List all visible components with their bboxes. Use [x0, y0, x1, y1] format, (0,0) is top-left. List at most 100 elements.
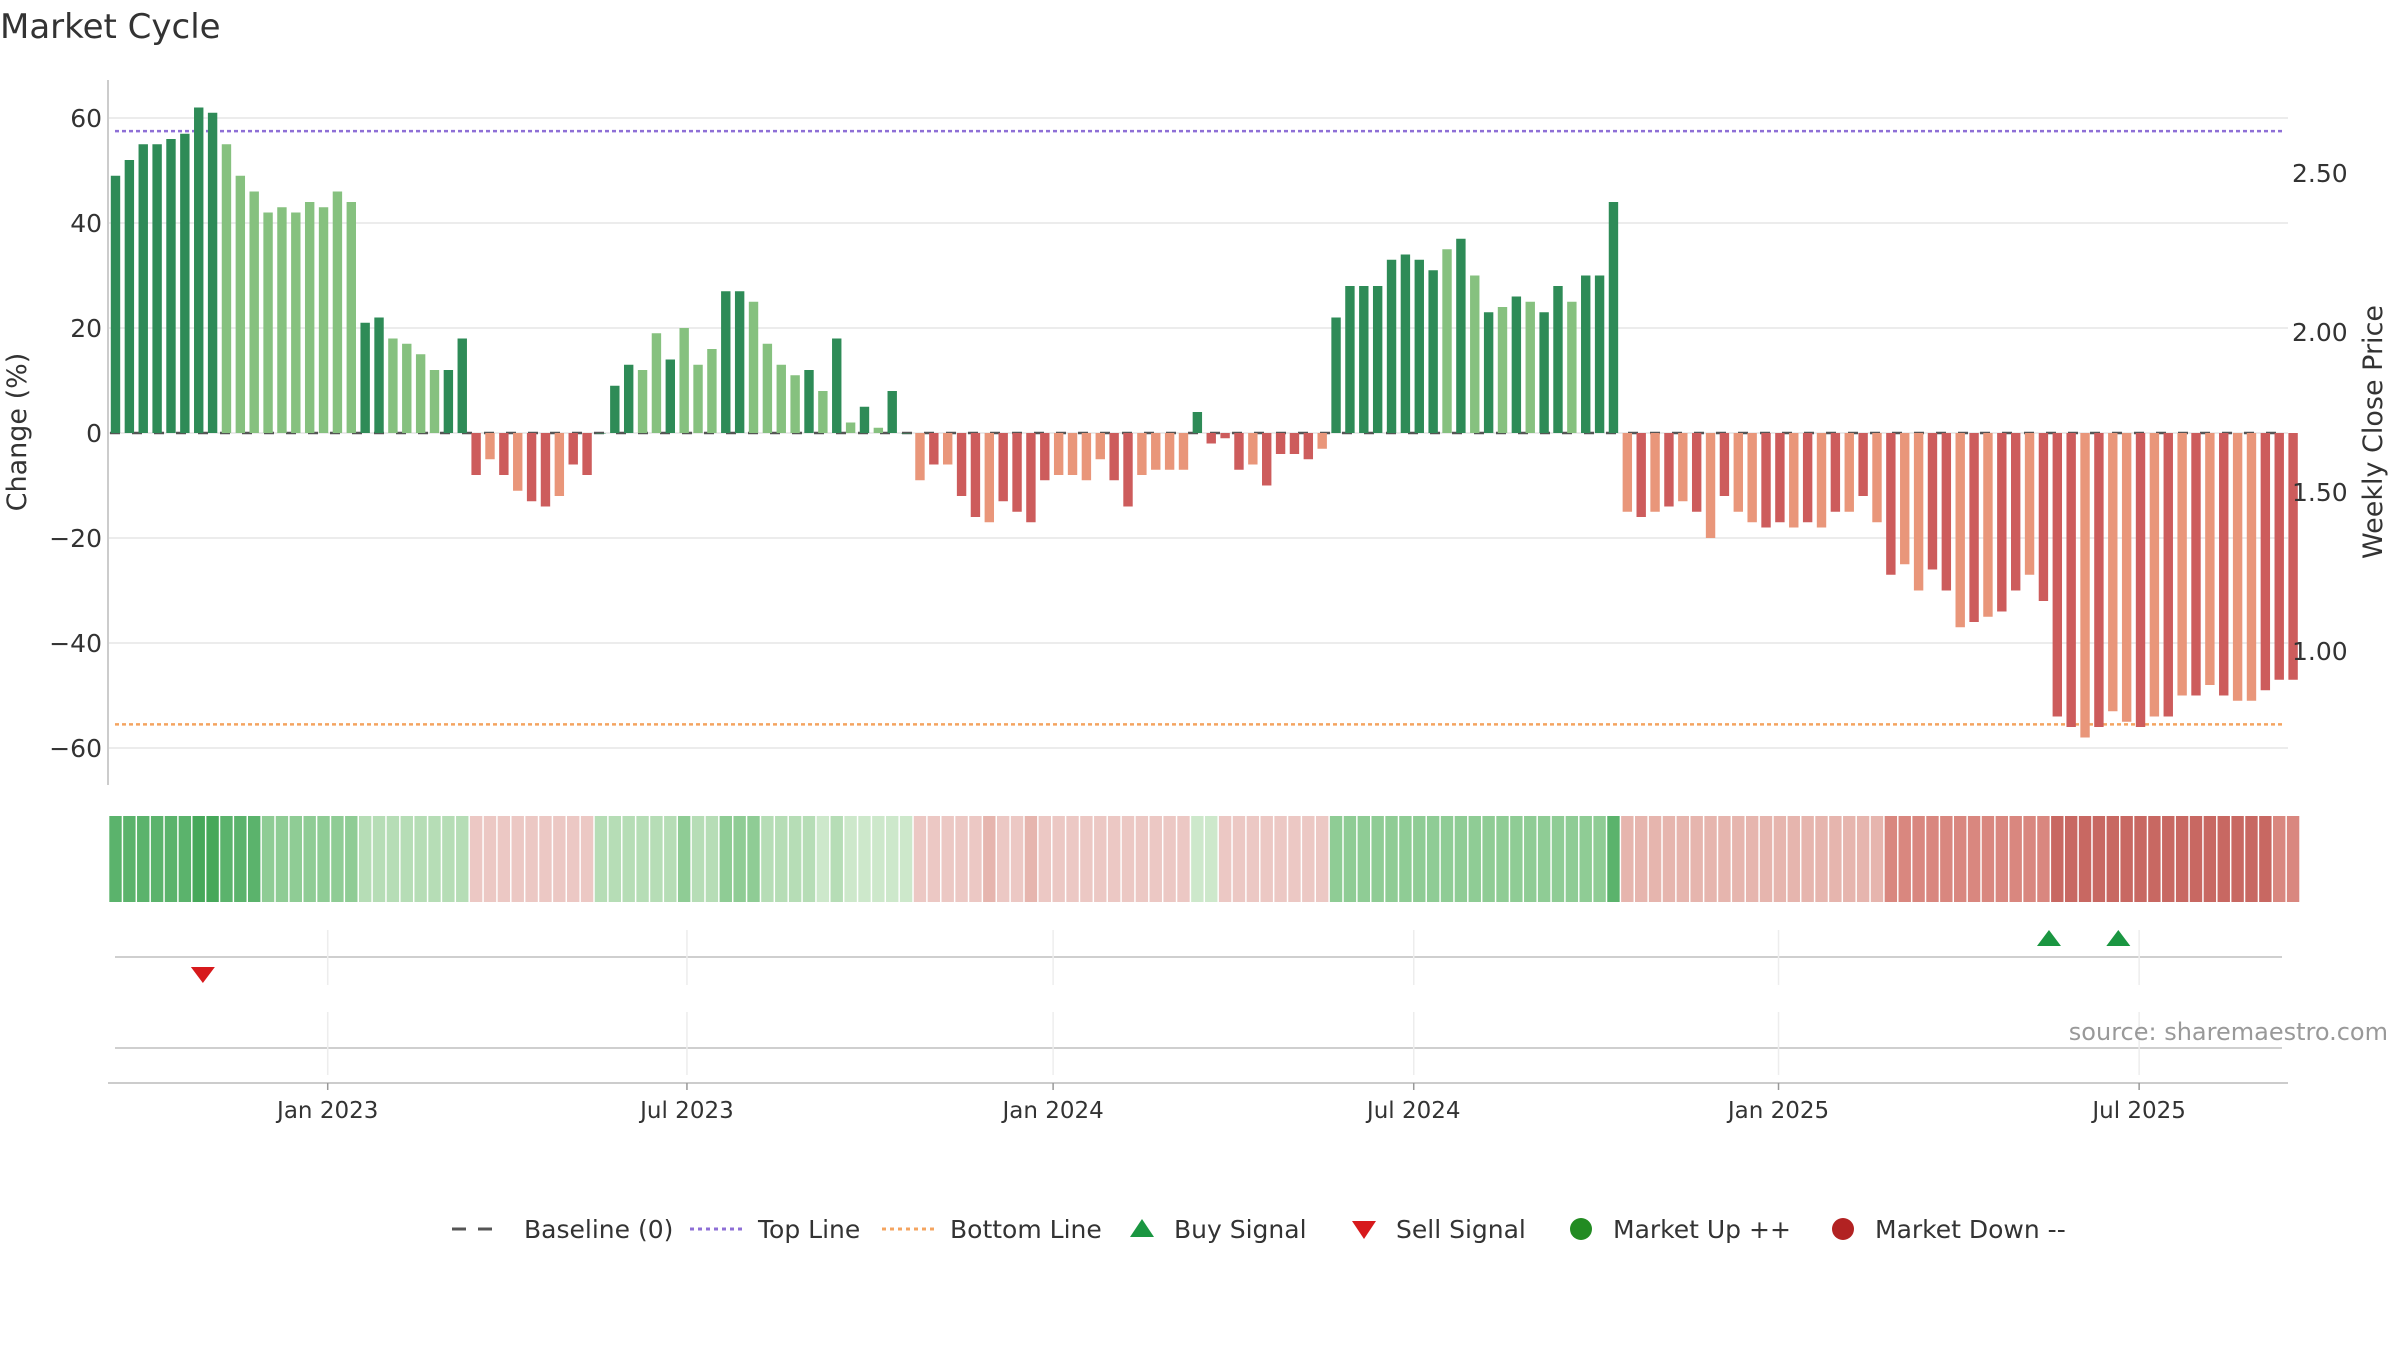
- change-bar: [1997, 433, 2007, 612]
- strip-cell: [400, 816, 413, 902]
- strip-cell: [1954, 816, 1967, 902]
- change-bar: [873, 427, 884, 433]
- strip-cell: [927, 816, 941, 902]
- y-axis-left-label: Change (%): [2, 353, 33, 512]
- legend-sell-icon: [1352, 1221, 1376, 1239]
- change-bar: [1359, 286, 1369, 433]
- y-tick-label-right: 1.50: [2292, 478, 2348, 507]
- change-bar: [1872, 433, 1882, 523]
- x-tick-label: Jan 2024: [1000, 1098, 1103, 1124]
- change-bar: [2010, 433, 2021, 591]
- change-bar: [318, 207, 329, 433]
- strip-cell: [1856, 816, 1870, 902]
- change-bar: [2163, 433, 2173, 717]
- change-bar: [1525, 301, 1535, 433]
- change-bar: [1816, 433, 1827, 528]
- strip-cell: [983, 816, 996, 902]
- strip-cell: [331, 816, 344, 902]
- strip-cell: [1621, 816, 1634, 902]
- change-bar: [1053, 433, 1064, 475]
- change-bar: [1470, 275, 1480, 433]
- change-bar: [1262, 433, 1272, 486]
- strip-cell: [622, 816, 635, 902]
- y-tick-label-left: 40: [70, 209, 102, 238]
- change-bar: [1775, 433, 1785, 523]
- strip-cell: [594, 816, 608, 902]
- x-axis: Jan 2023 Jul 2023 Jan 2024 Jul 2024 Jan 2025…: [108, 930, 2288, 1124]
- legend-label: Bottom Line: [950, 1215, 1102, 1244]
- strip-cell: [234, 816, 247, 902]
- strip-cell: [1676, 816, 1690, 902]
- strip-cell: [1010, 816, 1024, 902]
- strip-cell: [539, 816, 552, 902]
- strip-cell: [1732, 816, 1745, 902]
- strip-cell: [1038, 816, 1051, 902]
- change-bar: [2024, 433, 2035, 575]
- strip-cell: [1829, 816, 1842, 902]
- change-bar: [180, 133, 190, 433]
- change-bar: [415, 354, 426, 433]
- change-bar: [1497, 307, 1508, 433]
- strip-cell: [303, 816, 316, 902]
- change-bar: [1844, 433, 1854, 512]
- change-bar: [540, 433, 551, 507]
- change-bar: [332, 191, 343, 433]
- strip-cell: [2148, 816, 2161, 902]
- strip-cell: [788, 816, 802, 902]
- strip-cell: [1981, 816, 1995, 902]
- strip-cell: [469, 816, 483, 902]
- change-bar: [1886, 433, 1896, 575]
- change-bar: [776, 364, 786, 433]
- strip-cell: [2092, 816, 2106, 902]
- strip-cell: [650, 816, 663, 902]
- legend-item: Sell Signal: [1352, 1215, 1526, 1244]
- axes: 60 40 20 0 −20 −40 −60 2.50 2.00 1.50 1.00: [49, 80, 2348, 785]
- change-bar: [2038, 433, 2049, 601]
- strip-cell: [2009, 816, 2022, 902]
- change-bar: [1913, 433, 1924, 591]
- strip-cell: [497, 816, 511, 902]
- change-bar: [1622, 433, 1633, 512]
- strip-cell: [567, 816, 580, 902]
- change-bar: [665, 359, 675, 433]
- legend-item: Buy Signal: [1130, 1215, 1307, 1244]
- strip-cell: [1648, 816, 1662, 902]
- change-bar: [1483, 312, 1494, 433]
- legend-buy-icon: [1130, 1219, 1154, 1237]
- change-bar: [429, 370, 440, 433]
- change-bar: [388, 338, 398, 433]
- change-bar: [915, 433, 925, 481]
- change-bar: [1164, 433, 1175, 470]
- strip-cell: [2134, 816, 2147, 902]
- strip-cell: [2259, 816, 2272, 902]
- strip-cell: [899, 816, 913, 902]
- change-bar: [2149, 433, 2160, 717]
- strip-cell: [2286, 816, 2300, 902]
- legend-label: Sell Signal: [1396, 1215, 1526, 1244]
- strip-cell: [220, 816, 233, 902]
- strip-cell: [1399, 816, 1412, 902]
- strip-cell: [1468, 816, 1481, 902]
- change-bar: [1664, 433, 1674, 507]
- change-bar: [1178, 433, 1189, 470]
- strip-cell: [1163, 816, 1176, 902]
- change-bar: [443, 370, 454, 433]
- strip-cell: [1024, 816, 1038, 902]
- strip-cell: [1635, 816, 1648, 902]
- strip-cell: [2231, 816, 2244, 902]
- strip-cell: [802, 816, 816, 902]
- change-bar: [1678, 433, 1688, 502]
- strip-cell: [580, 816, 594, 902]
- change-bar: [2066, 433, 2076, 727]
- strip-cell: [1815, 816, 1828, 902]
- change-bar: [1123, 433, 1133, 507]
- change-bar: [110, 175, 121, 433]
- strip-cell: [178, 816, 192, 902]
- strip-cell: [1551, 816, 1565, 902]
- strip-cell: [705, 816, 719, 902]
- strip-cell: [761, 816, 774, 902]
- change-bar: [1553, 286, 1563, 433]
- change-bar: [138, 144, 148, 433]
- change-bar: [845, 422, 856, 433]
- strip-cell: [1995, 816, 2009, 902]
